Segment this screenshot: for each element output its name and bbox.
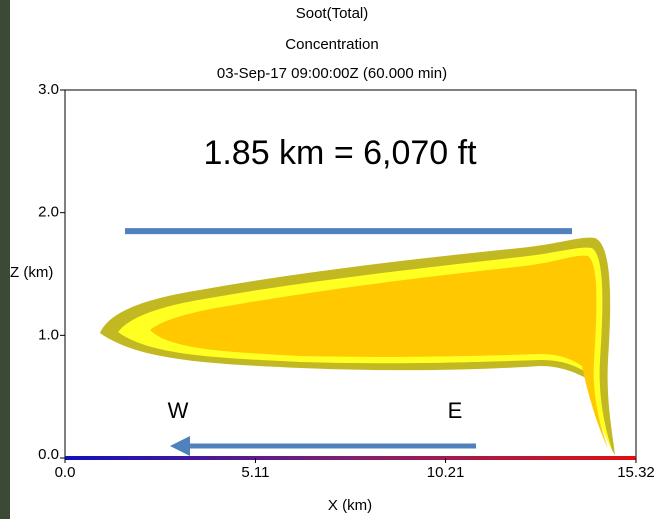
y-tick-label: 2.0	[38, 204, 59, 221]
background-strip	[0, 0, 10, 519]
chart-subtitle: Concentration	[285, 36, 378, 53]
chart: W E 1.85 km = 6,070 ft Soot(Total) Conce…	[0, 0, 664, 519]
x-tick-label: 15.32	[617, 464, 655, 481]
y-tick-label: 1.0	[38, 326, 59, 343]
annotation-w: W	[168, 398, 189, 423]
x-tick-label: 0.0	[55, 464, 76, 481]
arrow-head	[170, 436, 190, 456]
x-axis-label: X (km)	[328, 497, 372, 514]
annotation-e: E	[448, 398, 463, 423]
annotation-height: 1.85 km = 6,070 ft	[203, 134, 477, 172]
chart-time: 03-Sep-17 09:00:00Z (60.000 min)	[217, 65, 447, 82]
x-tick-label: 10.21	[427, 464, 465, 481]
x-axis-line	[65, 456, 636, 460]
page: {"chart_data": { "type": "contour", "tit…	[0, 0, 664, 519]
chart-title: Soot(Total)	[296, 5, 369, 22]
y-tick-label: 3.0	[38, 81, 59, 98]
x-tick-label: 5.11	[241, 464, 269, 481]
y-axis-label: Z (km)	[10, 264, 53, 281]
y-tick-label: 0.0	[38, 446, 59, 463]
